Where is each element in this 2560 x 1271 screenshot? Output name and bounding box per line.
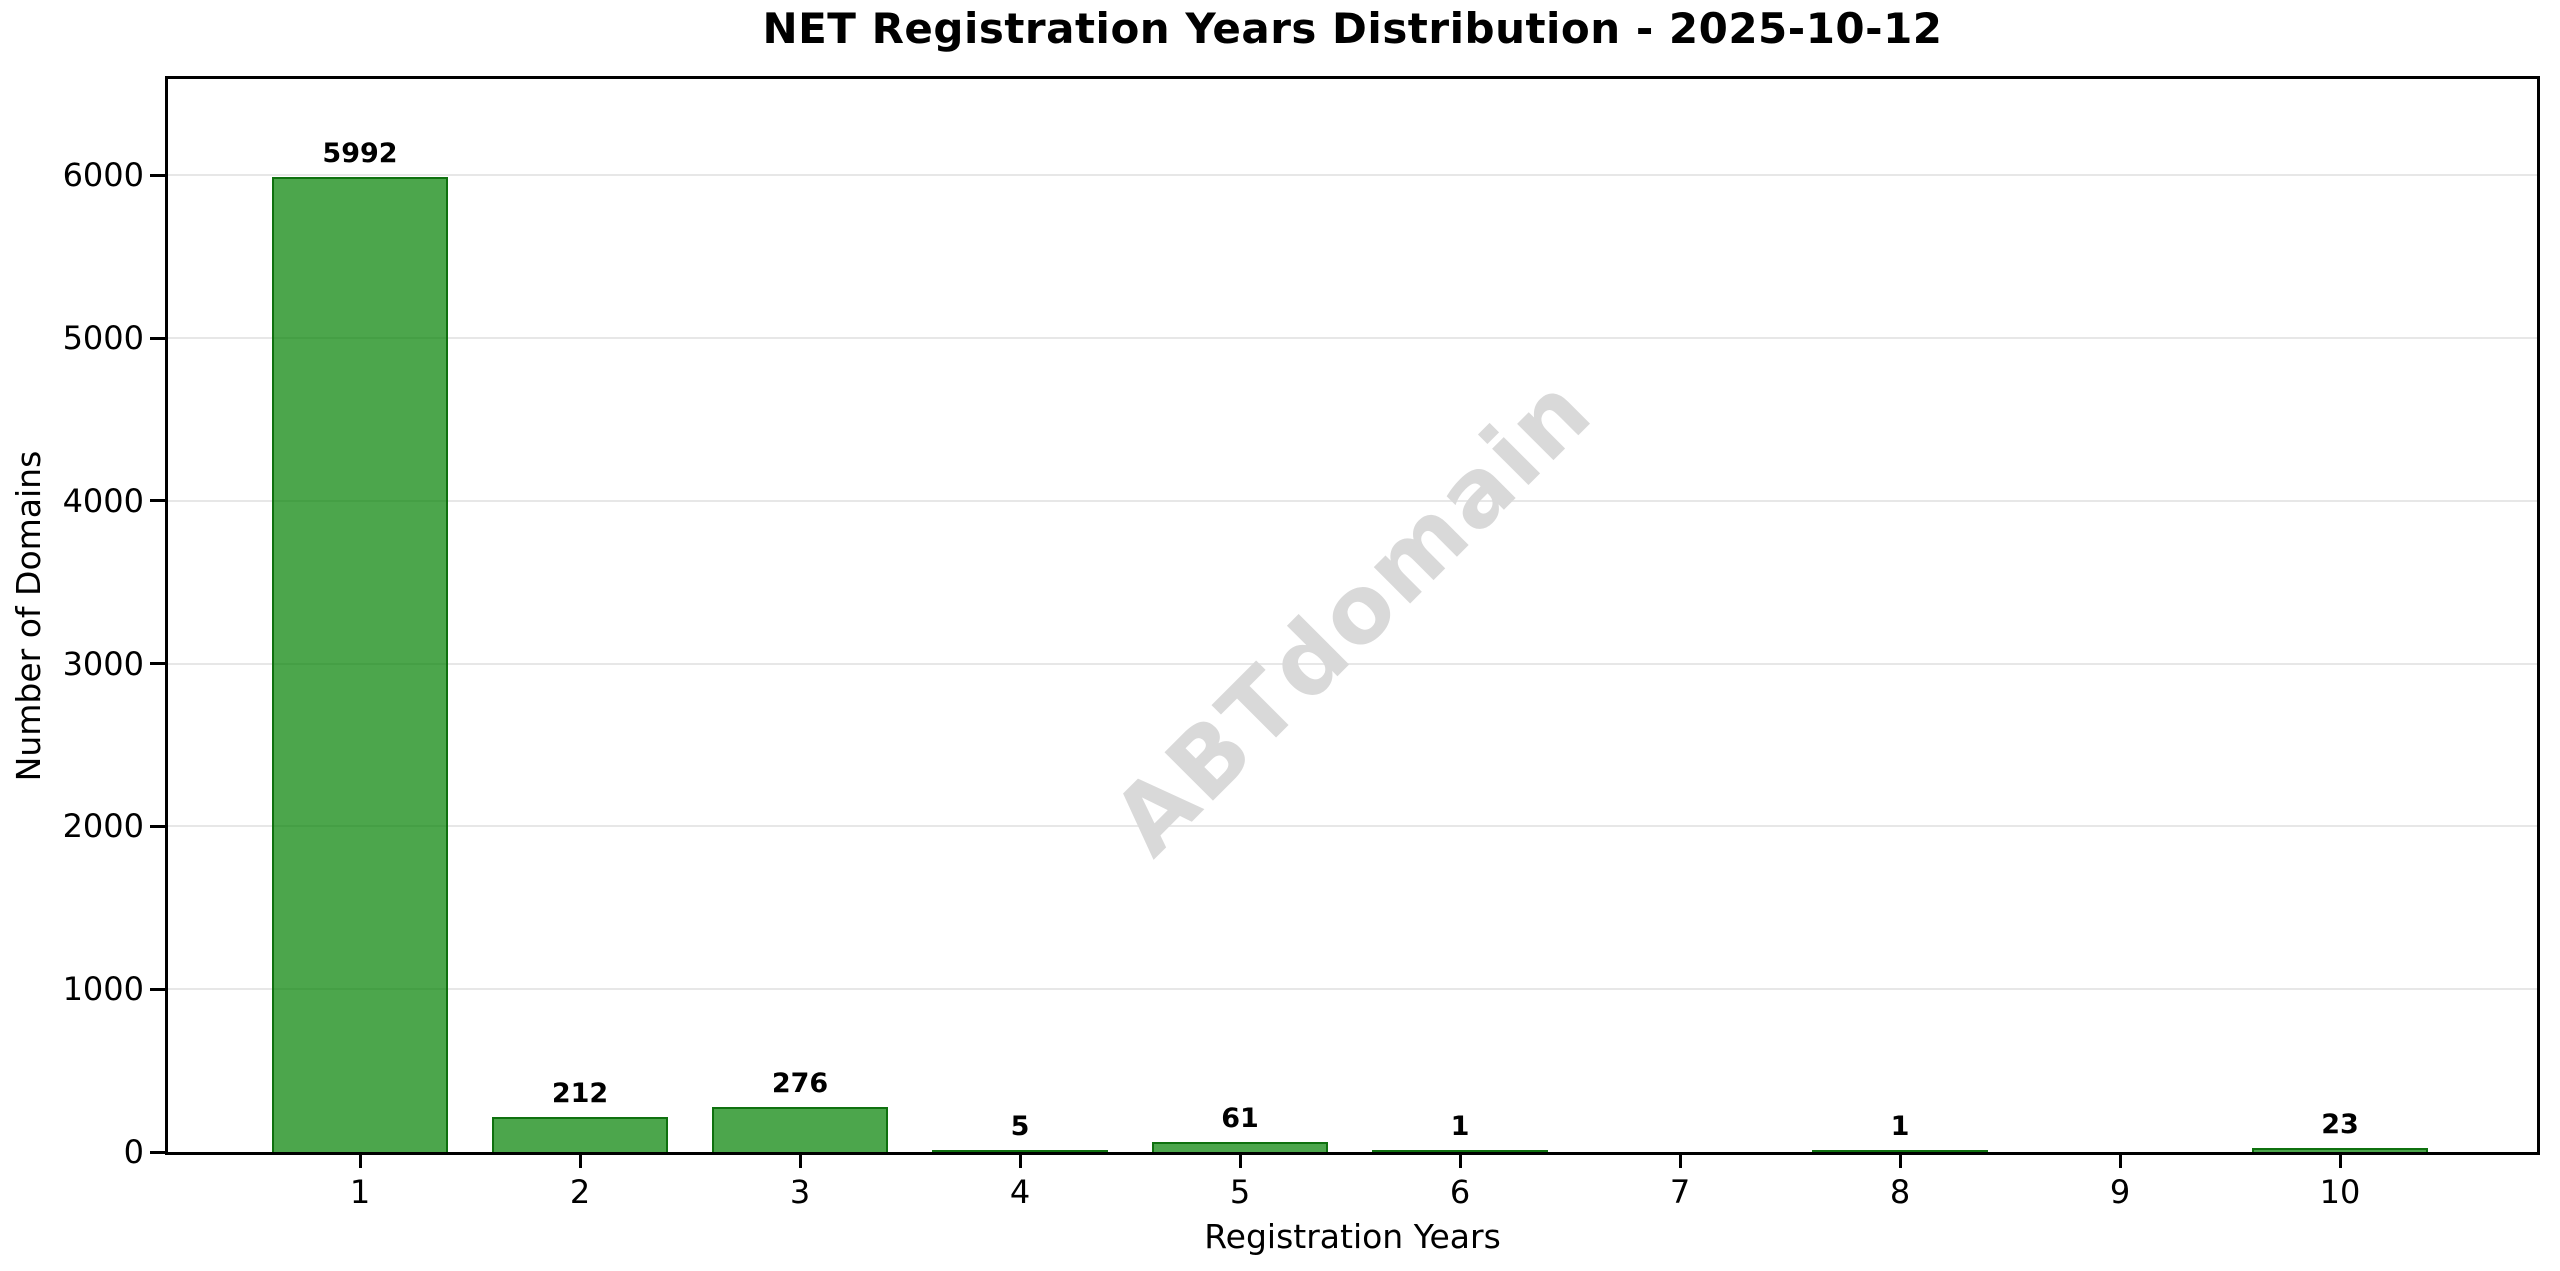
y-gridline [168, 988, 2537, 991]
x-tick-mark [2118, 1155, 2122, 1168]
x-tick-label: 9 [2109, 1173, 2131, 1211]
y-tick-label: 2000 [62, 807, 144, 846]
y-tick-label: 1000 [62, 970, 144, 1009]
x-tick-mark [358, 1155, 362, 1168]
x-tick-mark [1018, 1155, 1022, 1168]
x-tick-mark [1898, 1155, 1902, 1168]
y-tick-label: 4000 [62, 481, 144, 520]
x-tick-label: 6 [1449, 1173, 1471, 1211]
plot-area: ABTdomain 5992 212 276 5 61 1 1 23 [165, 76, 2540, 1155]
bar [1152, 1142, 1328, 1152]
x-tick-label: 10 [2319, 1173, 2361, 1211]
bar-value-label: 1 [1450, 1111, 1470, 1142]
x-tick-label: 1 [349, 1173, 371, 1211]
x-tick-mark [1238, 1155, 1242, 1168]
watermark-text: ABTdomain [1091, 354, 1614, 877]
y-tick-label: 6000 [62, 156, 144, 195]
x-tick-label: 5 [1229, 1173, 1251, 1211]
y-gridline [168, 662, 2537, 665]
x-tick-mark [1458, 1155, 1462, 1168]
bar-value-label: 5992 [322, 138, 398, 169]
bar [1812, 1150, 1988, 1152]
x-tick-label: 7 [1669, 1173, 1691, 1211]
x-tick-label: 4 [1009, 1173, 1031, 1211]
y-gridline [168, 499, 2537, 502]
x-tick-label: 2 [569, 1173, 591, 1211]
y-tick-mark [150, 336, 165, 340]
x-tick-label: 3 [789, 1173, 811, 1211]
y-tick-mark [150, 499, 165, 503]
y-tick-mark [150, 824, 165, 828]
bar [712, 1107, 888, 1152]
bar [932, 1150, 1108, 1152]
x-tick-label: 8 [1889, 1173, 1911, 1211]
bar-value-label: 23 [2321, 1109, 2359, 1140]
bar [1372, 1150, 1548, 1152]
bar-value-label: 1 [1890, 1111, 1910, 1142]
y-tick-mark [150, 662, 165, 666]
x-tick-mark [1678, 1155, 1682, 1168]
bar [492, 1117, 668, 1152]
y-tick-mark [150, 1150, 165, 1154]
y-gridline [168, 337, 2537, 339]
y-gridline [168, 174, 2537, 177]
bar-value-label: 5 [1010, 1111, 1030, 1142]
bar-value-label: 276 [771, 1068, 829, 1099]
y-tick-mark [150, 173, 165, 177]
x-tick-mark [578, 1155, 582, 1168]
y-tick-mark [150, 987, 165, 991]
bar [272, 177, 448, 1152]
x-tick-mark [2338, 1155, 2342, 1168]
bar [2252, 1148, 2428, 1152]
y-tick-label: 0 [123, 1133, 144, 1171]
x-axis-label: Registration Years [1204, 1217, 1501, 1256]
chart-title: NET Registration Years Distribution - 20… [762, 4, 1943, 53]
y-gridline [168, 825, 2537, 828]
x-tick-mark [798, 1155, 802, 1168]
bar-value-label: 61 [1221, 1103, 1259, 1134]
y-tick-label: 5000 [62, 319, 144, 357]
bar-value-label: 212 [551, 1078, 609, 1109]
y-tick-label: 3000 [62, 644, 144, 683]
